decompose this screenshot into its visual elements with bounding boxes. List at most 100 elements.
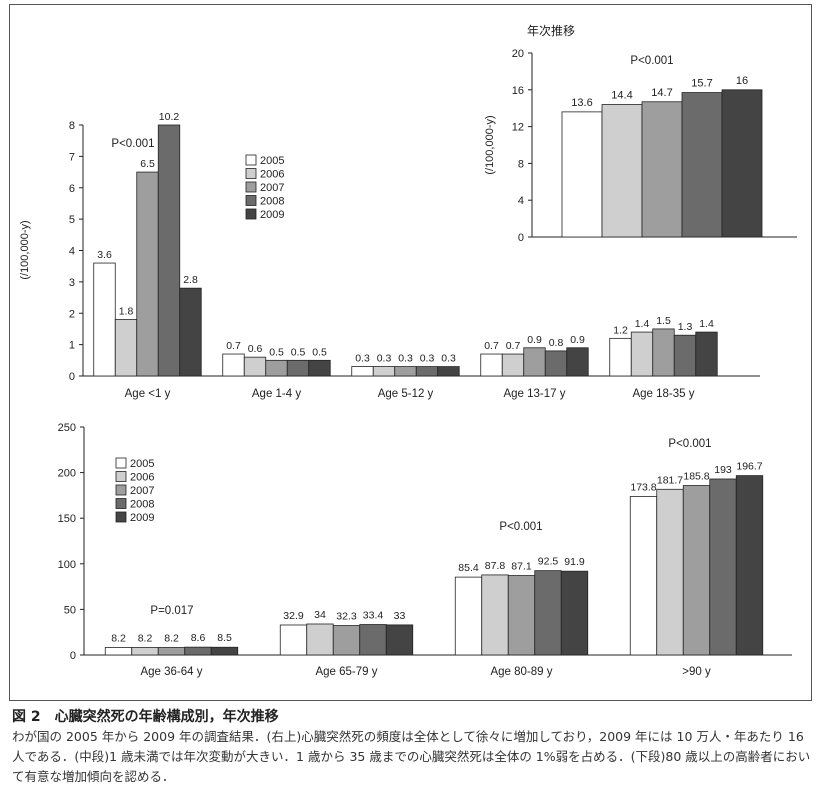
bottom-data-label: 87.8 — [485, 560, 506, 572]
middle-data-label: 1.8 — [119, 306, 134, 318]
bottom-category-label: Age 80-89 y — [490, 666, 552, 678]
middle-y-tick-label: 1 — [69, 340, 75, 352]
figure-caption-title: 図 2 心臓突然死の年齢構成別，年次推移 — [12, 709, 279, 725]
middle-legend-swatch — [245, 208, 257, 220]
topright-bar — [561, 111, 603, 238]
bottom-p-value: P<0.001 — [668, 438, 711, 450]
bottom-data-label: 8.6 — [191, 632, 206, 644]
bottom-data-label: 33 — [394, 610, 406, 622]
middle-category-label: Age 5-12 y — [378, 388, 434, 400]
topright-data-label: 15.7 — [691, 78, 712, 90]
middle-data-label: 1.5 — [656, 315, 671, 327]
middle-data-label: 0.5 — [269, 346, 284, 358]
middle-data-label: 2.8 — [183, 274, 198, 286]
middle-data-label: 1.4 — [699, 318, 714, 330]
bottom-data-label: 92.5 — [538, 556, 559, 568]
bottom-bar — [629, 496, 658, 656]
topright-y-tick-label: 8 — [518, 158, 524, 170]
middle-category-label: Age 13-17 y — [503, 388, 565, 400]
bottom-bar — [560, 570, 589, 656]
bottom-y-tick-label: 250 — [58, 422, 76, 434]
topright-data-label: 14.7 — [651, 87, 672, 99]
middle-data-label: 6.5 — [140, 158, 155, 170]
middle-bar — [157, 124, 181, 377]
bottom-bar — [656, 488, 684, 656]
bottom-legend-swatch — [115, 511, 127, 523]
middle-legend-label: 2005 — [260, 155, 284, 167]
bottom-legend-label: 2008 — [130, 499, 154, 511]
topright-title: 年次推移 — [527, 24, 575, 38]
middle-bar — [566, 347, 589, 377]
bottom-bar — [184, 646, 212, 656]
bottom-category-label: Age 65-79 y — [315, 666, 377, 678]
bottom-category-label: Age 36-64 y — [140, 666, 202, 678]
bottom-legend-label: 2007 — [130, 485, 154, 497]
bottom-p-value: P<0.001 — [499, 521, 542, 533]
middle-bar — [136, 171, 159, 377]
middle-data-label: 0.3 — [420, 353, 435, 365]
bottom-data-label: 8.5 — [217, 632, 232, 644]
middle-data-label: 0.3 — [441, 353, 456, 365]
middle-data-label: 0.3 — [398, 353, 413, 365]
figure-caption-body: わが国の 2005 年から 2009 年の調査結果．(右上)心臓突然死の頻度は全… — [12, 729, 811, 784]
bottom-bar — [332, 625, 361, 656]
bottom-data-label: 87.1 — [511, 561, 532, 573]
bottom-bar — [210, 646, 239, 656]
bottom-data-label: 8.2 — [138, 633, 153, 645]
bottom-y-tick-label: 50 — [64, 604, 76, 616]
bottom-bar — [709, 478, 737, 656]
middle-data-label: 0.7 — [484, 340, 499, 352]
middle-y-tick-label: 3 — [69, 277, 75, 289]
middle-bar — [695, 331, 718, 377]
topright-y-tick-label: 4 — [518, 195, 524, 207]
middle-data-label: 1.3 — [678, 321, 693, 333]
middle-legend-swatch — [245, 168, 257, 179]
middle-legend-label: 2006 — [260, 169, 284, 181]
middle-bar — [652, 328, 675, 377]
middle-y-tick-label: 0 — [69, 371, 75, 383]
middle-y-tick-label: 2 — [69, 308, 75, 320]
middle-y-axis-label: (/100,000-y) — [19, 220, 31, 279]
middle-data-label: 0.9 — [527, 334, 542, 346]
topright-data-label: 16 — [736, 75, 748, 87]
middle-y-tick-label: 4 — [69, 246, 75, 258]
middle-data-label: 0.3 — [377, 353, 392, 365]
bottom-y-tick-label: 150 — [58, 513, 76, 525]
bottom-bar — [385, 624, 414, 656]
bottom-bar — [359, 624, 387, 656]
topright-y-tick-label: 20 — [512, 48, 524, 60]
middle-data-label: 0.8 — [549, 337, 564, 349]
bottom-data-label: 8.2 — [111, 633, 126, 645]
bottom-bar — [279, 624, 308, 656]
topright-y-tick-label: 0 — [518, 232, 524, 244]
bottom-legend-swatch — [115, 457, 127, 469]
bottom-p-value: P=0.017 — [150, 605, 193, 617]
middle-bar — [415, 366, 439, 377]
middle-bar — [630, 331, 654, 377]
bottom-bar — [682, 485, 711, 656]
middle-data-label: 0.9 — [570, 334, 585, 346]
topright-bar — [641, 101, 683, 238]
topright-data-label: 14.4 — [611, 90, 632, 102]
bottom-bar — [157, 647, 186, 656]
figure-frame — [9, 4, 812, 701]
bottom-legend-swatch — [115, 471, 127, 482]
middle-data-label: 0.3 — [355, 353, 370, 365]
bottom-data-label: 91.9 — [564, 556, 585, 568]
middle-data-label: 10.2 — [159, 111, 180, 123]
bottom-data-label: 173.8 — [630, 481, 656, 493]
topright-y-axis-label: (/100,000-y) — [484, 115, 496, 174]
bottom-data-label: 32.9 — [283, 610, 304, 622]
middle-data-label: 0.5 — [312, 346, 327, 358]
middle-y-tick-label: 6 — [69, 183, 75, 195]
bottom-data-label: 181.7 — [657, 474, 683, 486]
bottom-data-label: 196.7 — [736, 461, 762, 473]
middle-data-label: 1.4 — [635, 318, 650, 330]
bottom-bar — [735, 475, 764, 656]
bottom-y-tick-label: 0 — [70, 650, 76, 662]
bottom-bar — [534, 570, 562, 656]
middle-data-label: 0.7 — [226, 340, 241, 352]
topright-bar — [681, 92, 723, 238]
middle-bar — [609, 337, 632, 377]
